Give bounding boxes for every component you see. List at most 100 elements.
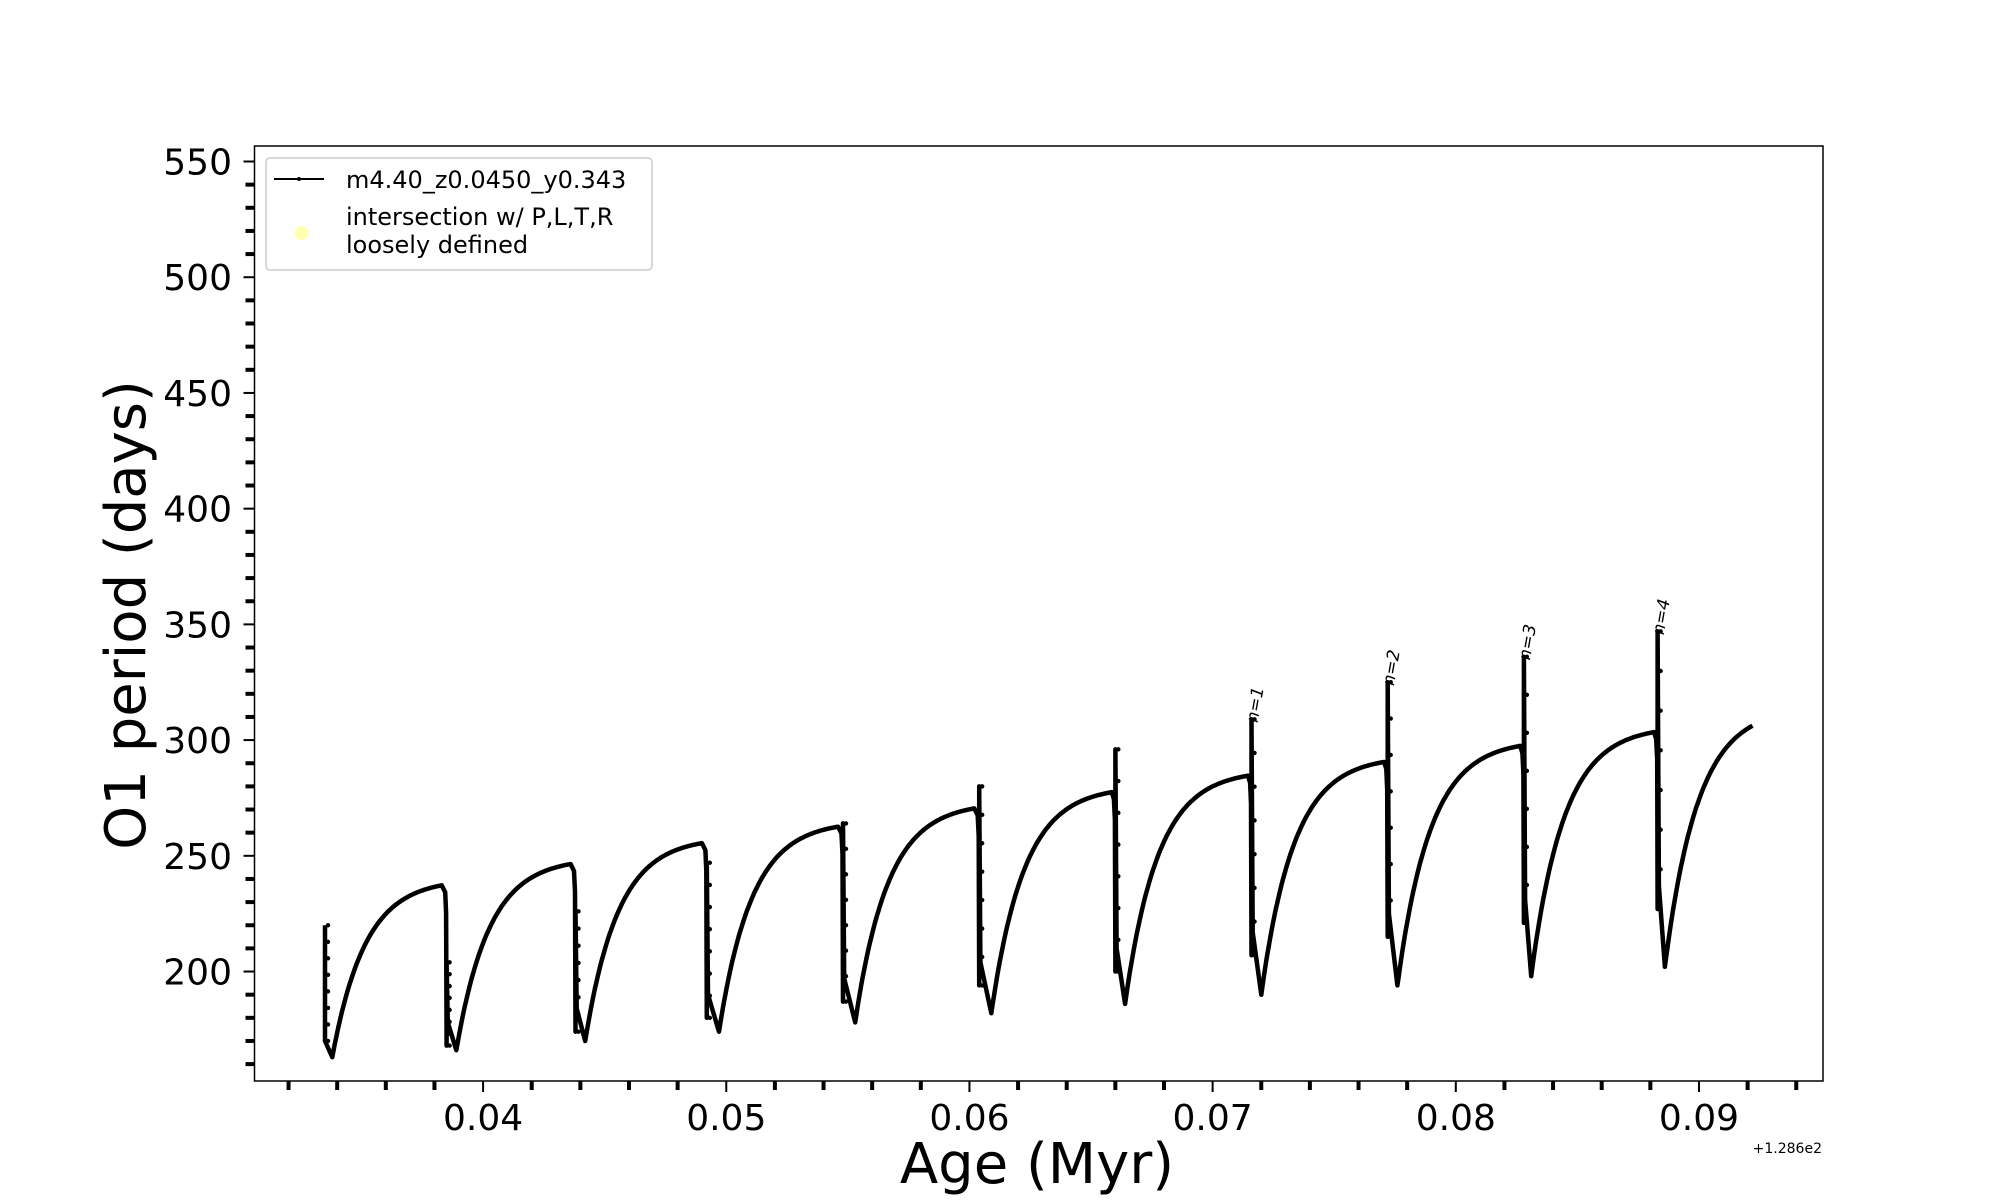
- data-point: [979, 983, 985, 988]
- annotation-label: n=2: [1379, 648, 1405, 687]
- data-point: [1524, 692, 1530, 698]
- data-point: [1252, 919, 1257, 924]
- data-point: [1524, 654, 1530, 659]
- data-point: [325, 939, 331, 944]
- data-point: [1388, 789, 1393, 794]
- data-point: [1252, 851, 1257, 857]
- data-point: [1116, 842, 1121, 847]
- y-axis-label: O1 period (days): [94, 380, 159, 850]
- data-point: [843, 948, 849, 953]
- y-tick-label: 500: [163, 258, 232, 299]
- x-tick-label: 0.09: [1659, 1098, 1739, 1139]
- data-point: [447, 1043, 452, 1048]
- data-point: [979, 869, 985, 874]
- data-point: [707, 1015, 713, 1021]
- x-offset-text: +1.286e2: [1753, 1141, 1822, 1157]
- data-point: [1116, 969, 1121, 974]
- data-point: [447, 960, 452, 965]
- data-point: [1252, 818, 1257, 823]
- data-point: [1388, 752, 1393, 758]
- data-point: [843, 897, 849, 902]
- data-point: [1388, 898, 1393, 903]
- annotation-label: n=1: [1243, 685, 1269, 724]
- data-point: [576, 1029, 581, 1034]
- data-point: [1524, 768, 1530, 774]
- series-line: [322, 629, 1754, 1060]
- data-point: [325, 956, 331, 961]
- data-point: [1658, 827, 1663, 832]
- data-point: [1658, 906, 1663, 912]
- data-point: [1116, 905, 1121, 911]
- data-point: [447, 1007, 452, 1013]
- data-point: [707, 927, 713, 932]
- data-point: [707, 993, 713, 998]
- y-tick-label: 550: [163, 143, 232, 184]
- data-point: [447, 1019, 452, 1024]
- data-point: [576, 995, 581, 1000]
- y-tick-label: 400: [163, 490, 232, 531]
- data-point: [979, 841, 985, 846]
- data-point: [1116, 810, 1121, 816]
- data-point: [979, 954, 985, 960]
- legend: m4.40_z0.0450_y0.343 intersection w/ P,L…: [265, 157, 653, 271]
- data-point: [1658, 867, 1663, 872]
- data-point: [843, 923, 849, 928]
- axes-frame: [253, 145, 1824, 1082]
- annotation-label: n=4: [1649, 597, 1675, 636]
- data-point: [325, 923, 331, 928]
- data-point: [447, 971, 452, 977]
- legend-label-intersection-line2: loosely defined: [346, 231, 528, 259]
- legend-dot-marker: [297, 177, 301, 181]
- data-point: [1388, 716, 1393, 721]
- data-point: [979, 812, 985, 818]
- series-layer: [322, 629, 1754, 1060]
- data-point: [576, 926, 581, 931]
- data-point: [325, 972, 331, 978]
- data-point: [979, 784, 985, 789]
- data-point: [325, 989, 331, 994]
- data-point: [576, 960, 581, 966]
- data-point: [843, 821, 849, 826]
- data-point: [1658, 668, 1663, 674]
- data-point: [325, 1005, 331, 1011]
- data-point: [1524, 806, 1530, 812]
- data-point: [576, 1012, 581, 1017]
- data-point: [1116, 874, 1121, 879]
- legend-label-series: m4.40_z0.0450_y0.343: [346, 166, 626, 194]
- data-point: [1388, 861, 1393, 867]
- data-point: [707, 860, 713, 865]
- data-point: [1658, 629, 1663, 634]
- annotation-label: n=3: [1515, 623, 1541, 662]
- data-point: [1658, 748, 1663, 753]
- x-tick-label: 0.07: [1173, 1098, 1253, 1139]
- data-point: [1388, 680, 1393, 685]
- data-point: [325, 1022, 331, 1027]
- y-tick-label: 200: [163, 953, 232, 994]
- data-point: [1524, 882, 1530, 888]
- x-tick-label: 0.05: [686, 1098, 766, 1139]
- y-tick-label: 350: [163, 605, 232, 646]
- data-point: [707, 949, 713, 954]
- data-point: [576, 977, 581, 983]
- data-point: [979, 897, 985, 903]
- data-point: [1116, 778, 1121, 784]
- data-point: [1658, 708, 1663, 713]
- data-point: [1524, 844, 1530, 850]
- data-point: [843, 872, 849, 877]
- y-tick-label: 300: [163, 721, 232, 762]
- data-point: [1524, 920, 1530, 926]
- y-tick-label: 250: [163, 837, 232, 878]
- data-point: [447, 983, 452, 989]
- data-point: [576, 909, 581, 914]
- data-point: [1116, 747, 1121, 752]
- data-point: [707, 904, 713, 910]
- data-point: [1658, 787, 1663, 793]
- data-point: [979, 926, 985, 931]
- data-point: [325, 1038, 331, 1044]
- data-point: [843, 846, 849, 852]
- data-point: [707, 882, 713, 888]
- legend-box: [265, 157, 653, 271]
- data-point: [1252, 784, 1257, 789]
- annotations: n=1 n=2 n=3 n=4: [1243, 597, 1675, 724]
